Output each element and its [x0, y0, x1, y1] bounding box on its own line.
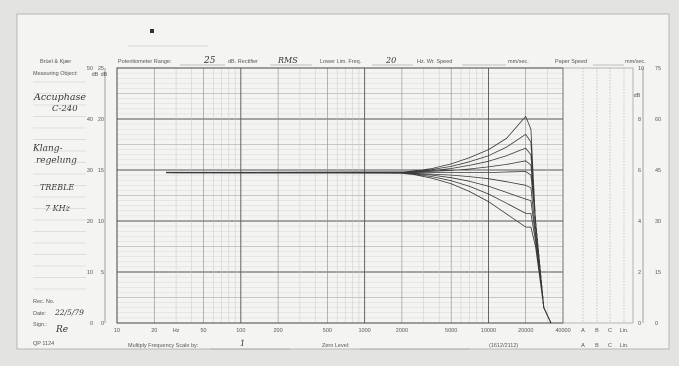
multiply-value: 1: [240, 339, 245, 348]
x-tick-label: 10000: [481, 328, 496, 334]
right-axis-label: 30: [655, 219, 661, 225]
right-axis-label: 15: [655, 270, 661, 276]
left-axis-inner-label: 0: [101, 321, 104, 327]
footer-weighting-label: Lin.: [620, 343, 629, 349]
lower-lim-freq-label: Lower Lim. Freq.: [320, 59, 362, 65]
x-tick-label: 100: [236, 328, 245, 334]
filter-code: (1612/2112): [489, 343, 518, 349]
right-axis-inner-label: 8: [638, 117, 641, 123]
left-axis-label: 50: [87, 66, 93, 72]
left-axis-inner-label: 10: [98, 219, 104, 225]
right-axis-inner-label: 4: [638, 219, 641, 225]
footer-weighting-labels: A B C Lin.: [581, 343, 629, 349]
date-label: Date:: [33, 311, 47, 317]
right-axis-label: 60: [655, 117, 661, 123]
form-code: QP 1124: [33, 341, 54, 347]
paper-speed-unit: mm/sec.: [625, 59, 646, 65]
right-axis-inner-label: 6: [638, 168, 641, 174]
x-tick-label: Hz: [173, 328, 180, 334]
paper-sheet: [16, 13, 670, 350]
x-tick-label: 200: [273, 328, 282, 334]
note-line3: TREBLE: [40, 183, 74, 192]
writing-speed-label: Hz. Wr. Speed: [417, 59, 452, 65]
potentiometer-range-label: Potentiometer Range:: [118, 59, 172, 65]
paper-speed-label: Paper Speed: [555, 59, 587, 65]
zero-level-label: Zero Level:: [322, 343, 350, 349]
right-axis-inner-label: 10: [638, 66, 644, 72]
unit-label: dB: [101, 72, 108, 78]
x-tick-label: 1000: [359, 328, 371, 334]
weighting-tick-label: A: [581, 328, 585, 334]
x-tick-label: 2000: [396, 328, 408, 334]
left-axis-inner-label: 15: [98, 168, 104, 174]
weighting-area-border: [562, 67, 634, 324]
x-tick-label: 50: [200, 328, 206, 334]
multiply-label: Multiply Frequency Scale by:: [128, 343, 199, 349]
weighting-tick-label: B: [595, 328, 599, 334]
x-tick-label: 5000: [445, 328, 457, 334]
right-axis-label: 45: [655, 168, 661, 174]
object-name-line1: Accuphase: [33, 92, 86, 103]
note-line2: regelung: [36, 156, 77, 166]
footer-weighting-label: A: [581, 343, 585, 349]
left-axis-label: 20: [87, 219, 93, 225]
left-axis-label: 30: [87, 168, 93, 174]
x-tick-label: 500: [323, 328, 332, 334]
right-axis-label: 0: [655, 321, 658, 327]
footer-weighting-label: B: [595, 343, 599, 349]
left-axis-inner-label: 5: [101, 270, 104, 276]
rectifier-value: RMS: [277, 56, 298, 65]
writing-speed-unit: mm/sec.: [508, 59, 529, 65]
left-axis-label: 10: [87, 270, 93, 276]
rectifier-label: dB. Rectifier: [228, 59, 258, 65]
unit-label: dB: [92, 72, 99, 78]
response-curve-7: [166, 172, 552, 324]
object-name-line2: C-240: [52, 104, 78, 114]
x-tick-label: 10: [114, 328, 120, 334]
left-axis-inner-label: 20: [98, 117, 104, 123]
left-axis-label: 0: [90, 321, 93, 327]
left-axis-label: 40: [87, 117, 93, 123]
rec-no-label: Rec. No.: [33, 299, 55, 305]
weighting-tick-label: C: [608, 328, 612, 334]
response-curve-6: [166, 172, 552, 324]
left-axis-inner-label: 25: [98, 66, 104, 72]
right-axis-inner-label: 0: [638, 321, 641, 327]
unit-label: dB: [634, 93, 641, 99]
response-curve-5: [166, 171, 552, 324]
sidebar-ruled-lines: [33, 81, 86, 290]
right-axis-label: 75: [655, 66, 661, 72]
x-tick-label: 40000: [555, 328, 570, 334]
measuring-object-label: Measuring Object:: [33, 71, 78, 77]
weighting-tick-label: Lin.: [620, 328, 629, 334]
x-tick-label: 20000: [518, 328, 533, 334]
brand-label: Brüel & Kjær: [40, 59, 71, 65]
response-curve-9: [166, 172, 552, 324]
note-line1: Klang-: [32, 144, 63, 154]
sign-value: Re: [55, 325, 68, 335]
sign-label: Sign.:: [33, 322, 48, 328]
response-curve-8: [166, 172, 552, 324]
lower-lim-freq-value: 20: [385, 56, 396, 65]
x-tick-label: 20: [151, 328, 157, 334]
potentiometer-range-value: 25: [203, 56, 216, 66]
registration-mark: [150, 29, 154, 33]
date-value: 22/5/79: [54, 308, 84, 317]
footer-weighting-label: C: [608, 343, 612, 349]
right-axis-inner-label: 2: [638, 270, 641, 276]
